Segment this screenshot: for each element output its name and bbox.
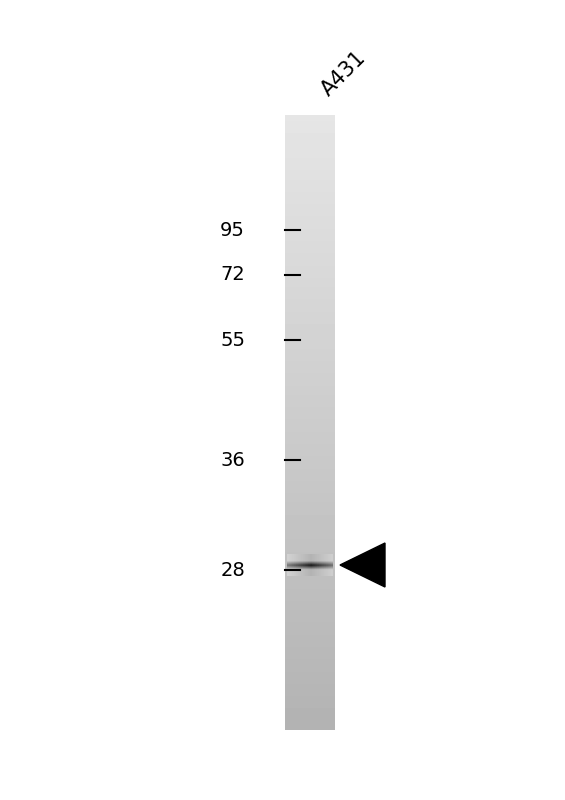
Text: 36: 36 [220,450,245,470]
Polygon shape [340,543,385,587]
Text: 95: 95 [220,221,245,239]
Text: 28: 28 [220,561,245,579]
Text: 72: 72 [220,266,245,285]
Text: A431: A431 [318,48,370,100]
Text: 55: 55 [220,330,245,350]
